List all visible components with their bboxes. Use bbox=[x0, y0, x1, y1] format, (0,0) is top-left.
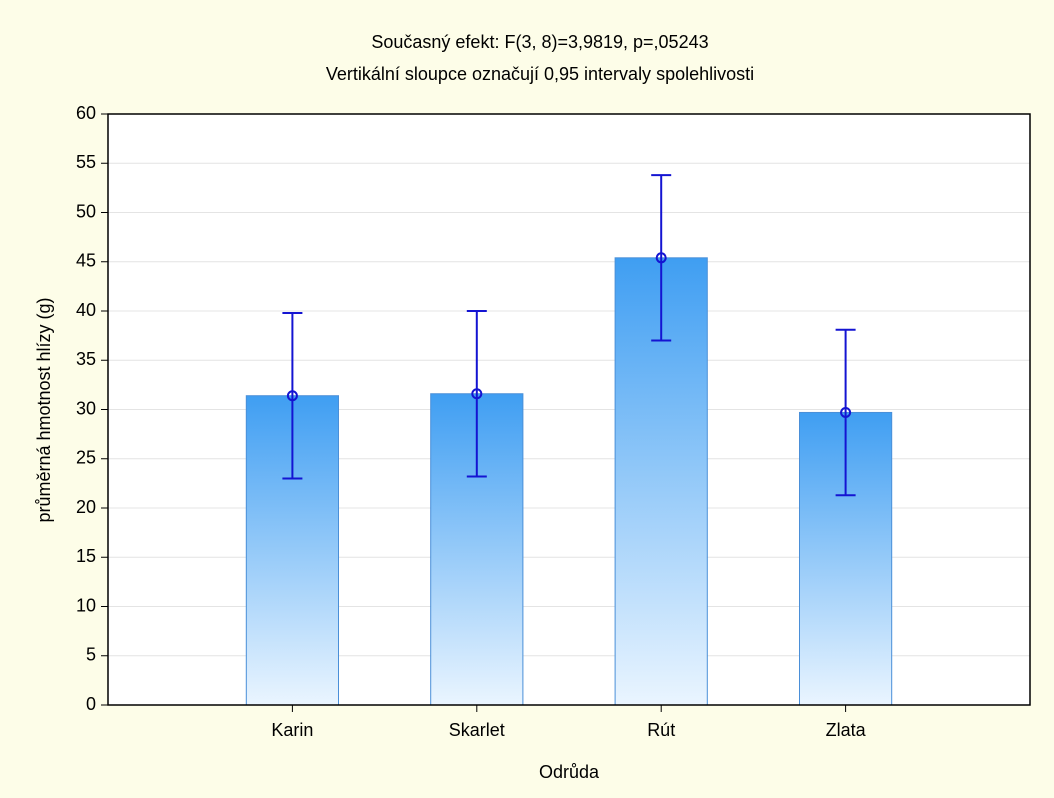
x-tick-label: Rút bbox=[647, 720, 675, 740]
y-tick-label: 60 bbox=[76, 103, 96, 123]
y-tick-label: 50 bbox=[76, 201, 96, 221]
x-axis-label: Odrůda bbox=[539, 762, 600, 782]
y-tick-label: 30 bbox=[76, 398, 96, 418]
mean-marker bbox=[655, 252, 667, 264]
y-tick-label: 40 bbox=[76, 300, 96, 320]
chart-subtitle: Vertikální sloupce označují 0,95 interva… bbox=[326, 64, 754, 84]
y-tick-label: 15 bbox=[76, 546, 96, 566]
y-tick-label: 5 bbox=[86, 645, 96, 665]
mean-marker bbox=[471, 388, 483, 400]
mean-marker bbox=[286, 390, 298, 402]
x-tick-label: Zlata bbox=[826, 720, 867, 740]
y-tick-label: 20 bbox=[76, 497, 96, 517]
y-tick-label: 45 bbox=[76, 251, 96, 271]
chart-title: Současný efekt: F(3, 8)=3,9819, p=,05243 bbox=[371, 32, 708, 52]
x-tick-label: Karin bbox=[271, 720, 313, 740]
y-tick-label: 55 bbox=[76, 152, 96, 172]
y-axis-label: průměrná hmotnost hlízy (g) bbox=[34, 297, 54, 522]
plot-frame bbox=[107, 113, 1031, 706]
y-tick-label: 10 bbox=[76, 595, 96, 615]
mean-marker bbox=[840, 406, 852, 418]
y-tick-label: 25 bbox=[76, 448, 96, 468]
y-tick-label: 0 bbox=[86, 694, 96, 714]
x-tick-label: Skarlet bbox=[449, 720, 505, 740]
y-tick-label: 35 bbox=[76, 349, 96, 369]
